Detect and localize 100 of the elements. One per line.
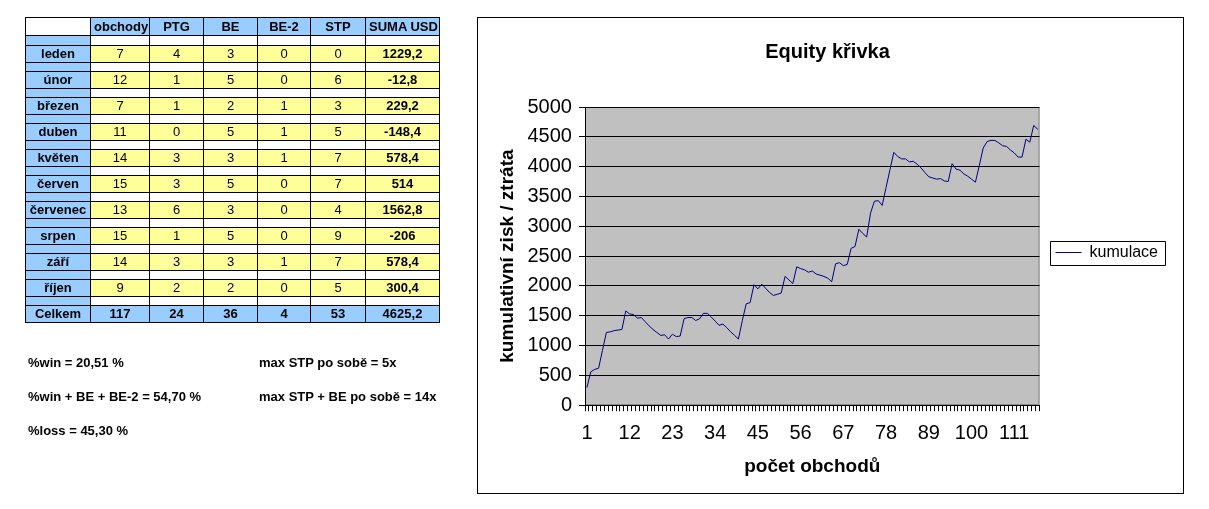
x-tick-label: 45: [746, 420, 769, 443]
text: 7: [116, 98, 124, 113]
text: 9: [334, 228, 342, 243]
category-label: SUMA USD: [369, 19, 438, 34]
text: 5: [334, 124, 342, 139]
text: 7: [334, 176, 342, 191]
text: max STP + BE po sobě = 14x: [259, 389, 437, 405]
x-tick-label: 34: [704, 420, 727, 443]
text: 5: [334, 280, 342, 295]
text: %win = 20,51 %: [28, 355, 124, 371]
text: 9: [116, 280, 124, 295]
text: 14: [112, 254, 128, 269]
text: 15: [112, 176, 128, 191]
y-tick-label: 3500: [527, 183, 572, 206]
text: 0: [172, 124, 181, 139]
text: 14: [112, 150, 128, 165]
text: -148,4: [384, 124, 421, 139]
category-label: BE-2: [269, 19, 299, 34]
text: 5: [226, 176, 235, 191]
text: 0: [280, 202, 288, 217]
text: 578,4: [386, 254, 419, 269]
x-tick-label: 56: [789, 420, 812, 443]
text: 11: [113, 124, 127, 139]
text: 2: [172, 280, 181, 295]
text: 3: [226, 202, 235, 217]
category-label: Celkem: [34, 306, 82, 321]
x-tick-label: 1: [581, 420, 593, 443]
text: %loss = 45,30 %: [28, 423, 129, 439]
text: max STP po sobě = 5x: [259, 355, 397, 371]
text: 4: [172, 46, 181, 61]
text: 0: [334, 46, 342, 61]
text: 2: [226, 98, 235, 113]
text: 5: [226, 228, 235, 243]
text: %win + BE + BE-2 = 54,70 %: [28, 389, 202, 405]
text: 3: [172, 254, 181, 269]
text: 1: [280, 124, 288, 139]
text: 300,4: [386, 280, 419, 295]
x-tick-label: 67: [832, 420, 855, 443]
y-tick-label: 2500: [527, 243, 572, 266]
text: 1: [280, 150, 288, 165]
x-tick-label: 100: [954, 420, 989, 443]
text: 3: [334, 98, 342, 113]
y-tick-label: 0: [560, 392, 572, 415]
text: 6: [172, 202, 181, 217]
text: 3: [226, 46, 235, 61]
text: 1: [280, 254, 288, 269]
text: 1: [280, 98, 288, 113]
category-label: květen: [37, 150, 79, 165]
category-label: březen: [37, 98, 79, 113]
y-axis-title: kumulativní zisk / ztráta: [495, 149, 517, 363]
text: 514: [391, 176, 414, 191]
category-label: říjen: [44, 280, 72, 295]
text: 1: [172, 72, 181, 87]
text: 5: [226, 72, 235, 87]
x-tick-label: 111: [999, 420, 1030, 443]
legend-label: kumulace: [1089, 242, 1159, 260]
text: 229,2: [386, 98, 419, 113]
text: 3: [172, 150, 181, 165]
text: 15: [112, 228, 128, 243]
text: 1229,2: [382, 46, 423, 61]
category-label: leden: [41, 46, 75, 61]
y-tick-label: 1500: [527, 303, 572, 326]
text: 0: [280, 72, 288, 87]
text: 0: [280, 280, 288, 295]
text: -12,8: [387, 72, 418, 87]
text: 6: [334, 72, 342, 87]
y-tick-label: 4500: [527, 124, 572, 147]
y-tick-label: 3000: [527, 213, 572, 236]
chart-title: Equity křivka: [765, 39, 891, 62]
text: 2: [226, 280, 235, 295]
category-label: BE: [221, 19, 240, 34]
text: 13: [112, 202, 128, 217]
text: 53: [330, 306, 346, 321]
text: 3: [172, 176, 181, 191]
text: 578,4: [386, 150, 419, 165]
text: 1562,8: [382, 202, 423, 217]
x-tick-label: 23: [661, 420, 684, 443]
category-label: červenec: [29, 202, 87, 217]
text: 1: [172, 228, 181, 243]
text: 117: [109, 306, 131, 321]
text: 1: [172, 98, 181, 113]
x-tick-label: 12: [618, 420, 641, 443]
text: 4: [280, 306, 288, 321]
category-label: červen: [37, 176, 79, 191]
category-label: srpen: [40, 228, 76, 243]
text: 3: [226, 254, 235, 269]
category-label: PTG: [163, 19, 190, 34]
text: 36: [223, 306, 238, 321]
y-tick-label: 4000: [527, 154, 572, 177]
text: 7: [116, 46, 124, 61]
text: 5: [226, 124, 235, 139]
category-label: STP: [325, 19, 351, 34]
category-label: obchody: [94, 19, 149, 34]
text: 0: [280, 46, 288, 61]
category-label: únor: [43, 72, 73, 87]
text: 4: [334, 202, 342, 217]
text: 3: [226, 150, 235, 165]
y-tick-label: 2000: [527, 273, 572, 296]
text: 12: [112, 72, 128, 87]
text: 7: [334, 254, 342, 269]
